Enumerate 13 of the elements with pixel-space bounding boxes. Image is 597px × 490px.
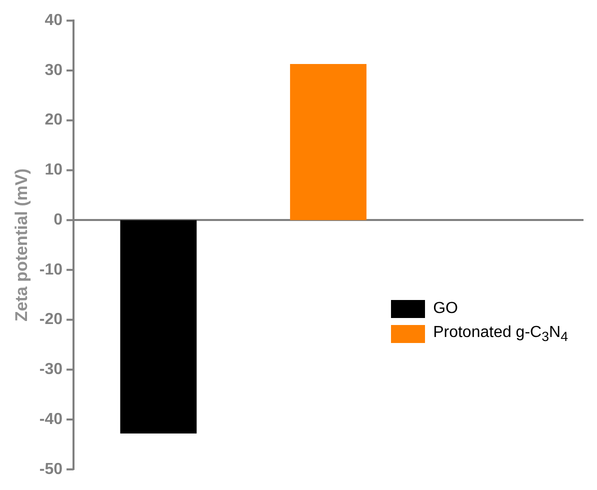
- y-tick-label: 30: [44, 62, 63, 79]
- y-tick-label: -20: [39, 311, 63, 328]
- y-tick-label: 0: [54, 211, 63, 228]
- y-tick-label: 40: [44, 12, 63, 30]
- y-tick-label: 20: [44, 112, 63, 129]
- y-tick-label: -40: [39, 410, 63, 428]
- y-tick-label: 10: [44, 162, 63, 179]
- y-axis-title: Zeta potential (mV): [12, 168, 31, 322]
- y-tick-label: -10: [39, 261, 63, 278]
- y-tick-label: -50: [39, 460, 63, 478]
- legend-label: GO: [433, 300, 458, 318]
- y-tick-label: -30: [39, 361, 63, 378]
- legend-label: Protonated g-C$_{3}$N$_{4}$: [433, 324, 568, 344]
